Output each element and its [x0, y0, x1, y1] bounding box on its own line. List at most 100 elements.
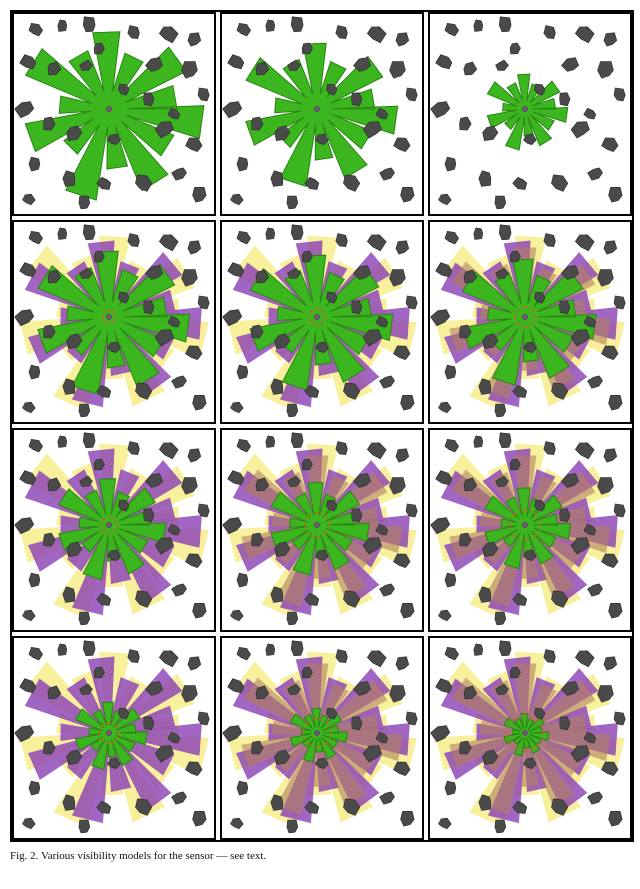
visibility-diagram	[430, 14, 630, 214]
sensor-ring-dot	[524, 306, 526, 308]
sensor-center-dot	[523, 107, 528, 112]
obstacle	[609, 395, 623, 410]
obstacle	[79, 612, 90, 625]
visibility-diagram	[14, 14, 214, 214]
sensor-ring-dot	[112, 320, 114, 322]
obstacle	[20, 55, 36, 69]
cell-r2-c0	[12, 428, 216, 632]
sensor-ring-dot	[531, 323, 533, 325]
sensor-ring-dot	[511, 719, 513, 721]
obstacle	[231, 610, 244, 621]
sensor-ring-dot	[306, 722, 308, 724]
obstacle	[445, 573, 456, 587]
obstacle	[584, 108, 596, 119]
obstacle	[499, 641, 511, 656]
visibility-diagram	[222, 638, 422, 838]
sensor-ring-dot	[524, 326, 526, 328]
obstacle	[445, 439, 459, 452]
obstacle	[367, 651, 386, 667]
sensor-center-dot	[315, 315, 320, 320]
obstacle	[401, 187, 415, 202]
obstacle	[394, 138, 411, 152]
obstacle	[396, 241, 409, 254]
visibility-diagram	[430, 638, 630, 838]
obstacle	[291, 433, 303, 448]
obstacle	[445, 781, 456, 795]
obstacle	[406, 504, 417, 517]
obstacle	[159, 443, 178, 459]
obstacle	[588, 168, 603, 180]
obstacle	[474, 644, 483, 656]
sensor-ring-dot	[114, 316, 116, 318]
obstacle	[614, 712, 625, 725]
visibility-diagram	[14, 430, 214, 630]
obstacle	[79, 196, 90, 209]
obstacle	[483, 126, 498, 141]
obstacle	[445, 365, 456, 379]
obstacle	[575, 443, 594, 459]
obstacle	[575, 651, 594, 667]
obstacle	[575, 235, 594, 251]
obstacle	[29, 231, 43, 244]
sensor-ring-dot	[108, 516, 110, 518]
sensor-ring-dot	[115, 739, 117, 741]
visibility-diagram	[222, 430, 422, 630]
sensor-ring-dot	[108, 532, 110, 534]
sensor-center-dot	[107, 523, 112, 528]
obstacle	[237, 439, 251, 452]
obstacle	[445, 647, 459, 660]
obstacle	[367, 443, 386, 459]
sensor-ring-dot	[316, 512, 318, 514]
obstacle	[609, 187, 623, 202]
sensor-ring-dot	[310, 310, 312, 312]
sensor-ring-dot	[514, 316, 516, 318]
obstacle	[380, 168, 395, 180]
obstacle	[266, 644, 275, 656]
obstacle	[496, 60, 509, 71]
visibility-diagram	[14, 222, 214, 422]
obstacle	[188, 449, 201, 462]
sensor-ring-dot	[537, 745, 539, 747]
sensor-ring-dot	[517, 323, 519, 325]
obstacle	[401, 603, 415, 618]
sensor-ring-dot	[108, 742, 110, 744]
sensor-ring-dot	[330, 732, 332, 734]
obstacle	[231, 818, 244, 829]
obstacle	[128, 650, 140, 663]
obstacle	[79, 820, 90, 833]
obstacle	[439, 194, 452, 205]
obstacle	[159, 235, 178, 251]
sensor-ring-dot	[539, 524, 541, 526]
obstacle	[188, 33, 201, 46]
obstacle	[29, 573, 40, 587]
visibility-diagram	[222, 14, 422, 214]
visibility-diagram	[14, 638, 214, 838]
sensor-ring-dot	[534, 316, 536, 318]
obstacle	[193, 603, 207, 618]
obstacle	[29, 439, 43, 452]
obstacle	[513, 177, 527, 189]
obstacle	[58, 20, 67, 32]
sensor-ring-dot	[102, 530, 104, 532]
obstacle	[23, 194, 36, 205]
sensor-ring-dot	[524, 750, 526, 752]
obstacle	[604, 449, 617, 462]
obstacle	[544, 234, 556, 247]
obstacle	[609, 811, 623, 826]
sensor-ring-dot	[524, 714, 526, 716]
obstacle	[198, 296, 209, 309]
sensor-center-dot	[107, 315, 112, 320]
obstacle	[193, 811, 207, 826]
obstacle	[23, 610, 36, 621]
obstacle	[544, 26, 556, 39]
sensor-ring-dot	[535, 513, 537, 515]
obstacle	[128, 234, 140, 247]
sensor-ring-dot	[302, 732, 304, 734]
obstacle	[614, 88, 625, 101]
obstacle	[29, 781, 40, 795]
sensor-center-dot	[107, 731, 112, 736]
obstacle	[604, 33, 617, 46]
obstacle	[544, 650, 556, 663]
obstacle	[495, 612, 506, 625]
obstacle	[237, 365, 248, 379]
